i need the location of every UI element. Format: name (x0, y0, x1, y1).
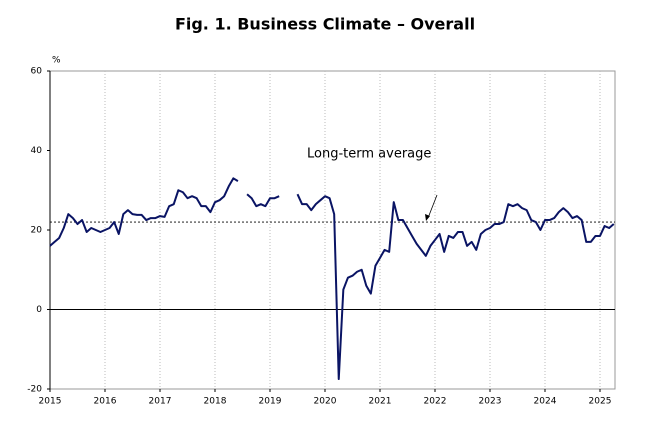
annotation-arrowhead (425, 214, 430, 221)
x-tick-label: 2016 (94, 397, 117, 407)
x-tick-label: 2024 (534, 397, 557, 407)
annotation: Long-term average (307, 147, 431, 162)
x-tick-label: 2022 (424, 397, 447, 407)
x-tick-label: 2015 (39, 397, 62, 407)
data-line (49, 177, 615, 381)
x-tick-label: 2020 (314, 397, 337, 407)
x-tick-label: 2023 (479, 397, 502, 407)
y-tick-label: -20 (27, 385, 42, 395)
chart-title: Fig. 1. Business Climate – Overall (175, 15, 475, 34)
x-tick-label: 2018 (204, 397, 227, 407)
y-axis-label: % (52, 56, 61, 66)
y-tick-label: 60 (31, 67, 43, 77)
y-tick-label: 40 (31, 146, 43, 156)
x-tick-label: 2021 (369, 397, 392, 407)
x-tick-label: 2025 (589, 397, 612, 407)
y-tick-label: 20 (31, 226, 43, 236)
x-tick-label: 2017 (149, 397, 172, 407)
plot-frame (49, 70, 616, 390)
x-tick-label: 2019 (259, 397, 282, 407)
annotation-arrow (427, 194, 438, 219)
y-tick-label: 0 (36, 305, 42, 315)
